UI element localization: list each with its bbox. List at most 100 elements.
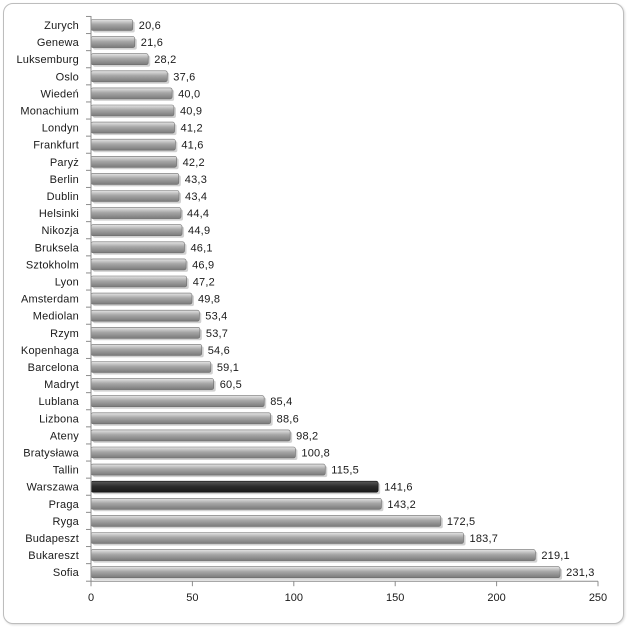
value-label: 43,3 [185, 174, 207, 186]
labels-layer: Zurych 20,6 Genewa 21,6 Luksemburg 28,2 Oslo 37… [16, 20, 594, 579]
value-label: 53,4 [205, 311, 227, 323]
bar-lublana [90, 395, 265, 408]
value-label: 100,8 [301, 448, 330, 460]
category-label: Warszawa [26, 482, 79, 494]
bar-bratysława [90, 446, 296, 459]
category-label: Praga [49, 499, 80, 511]
value-label: 85,4 [270, 396, 292, 408]
category-label: Amsterdam [21, 294, 79, 306]
value-label: 20,6 [139, 20, 161, 32]
value-label: 21,6 [141, 37, 163, 49]
category-label: Mediolan [33, 311, 79, 323]
bar-barcelona [90, 361, 212, 373]
value-label: 88,6 [277, 413, 299, 425]
value-label: 42,2 [183, 157, 205, 169]
bar-zurych [90, 19, 134, 31]
category-label: Madryt [44, 379, 79, 391]
category-label: Wiedeń [41, 88, 80, 100]
bar-sofia [90, 566, 561, 579]
bar-warszawa [90, 480, 379, 493]
bar-sztokholm [90, 258, 187, 271]
value-label: 40,0 [178, 88, 200, 100]
category-label: Lizbona [39, 413, 80, 425]
bar-helsinki [90, 207, 182, 219]
category-label: Londyn [42, 123, 79, 135]
bar-oslo [90, 70, 168, 83]
value-label: 44,4 [187, 208, 209, 220]
category-label: Kopenhaga [21, 345, 80, 357]
bar-tallin [90, 463, 326, 476]
category-label: Sofia [53, 567, 80, 579]
value-label: 98,2 [296, 430, 318, 442]
bar-luksemburg [90, 53, 149, 66]
bar-nikozja [90, 224, 183, 236]
category-label: Barcelona [28, 362, 80, 374]
value-label: 141,6 [384, 482, 413, 494]
value-label: 49,8 [198, 294, 220, 306]
bar-ryga [90, 515, 442, 527]
bar-madryt [90, 378, 214, 390]
category-label: Frankfurt [33, 140, 79, 152]
bar-lizbona [90, 412, 271, 425]
category-label: Helsinki [39, 208, 79, 220]
value-label: 43,4 [185, 191, 207, 203]
bar-praga [90, 497, 382, 510]
category-label: Monachium [20, 106, 79, 118]
bar-frankfurt [90, 138, 176, 151]
x-tick-label: 200 [487, 592, 505, 604]
value-label: 219,1 [541, 550, 570, 562]
value-label: 54,6 [208, 345, 230, 357]
bar-rzym [90, 326, 201, 339]
bar-dublin [90, 190, 180, 202]
bar-paryż [90, 156, 177, 168]
category-label: Berlin [50, 174, 79, 186]
x-tick-label: 250 [589, 592, 607, 604]
x-tick-label: 50 [186, 592, 198, 604]
value-label: 46,9 [192, 259, 214, 271]
value-label: 47,2 [193, 277, 215, 289]
bar-lyon [90, 275, 188, 288]
x-tick-label: 100 [285, 592, 303, 604]
axes-layer: 0 50 100 150 200 250 [86, 15, 607, 604]
value-label: 172,5 [447, 516, 476, 528]
value-label: 143,2 [387, 499, 416, 511]
category-label: Zurych [44, 20, 79, 32]
bar-amsterdam [90, 292, 193, 305]
bar-londyn [90, 121, 175, 134]
bar-bukareszt [90, 549, 536, 561]
value-label: 115,5 [331, 465, 359, 477]
category-label: Ateny [50, 430, 79, 442]
bar-berlin [90, 173, 180, 185]
category-label: Oslo [56, 71, 79, 83]
category-label: Paryż [50, 157, 79, 169]
value-label: 46,1 [190, 242, 212, 254]
category-label: Rzym [50, 328, 79, 340]
category-label: Luksemburg [16, 54, 79, 66]
x-tick-label: 150 [386, 592, 404, 604]
value-label: 183,7 [470, 533, 499, 545]
category-label: Dublin [47, 191, 79, 203]
value-label: 231,3 [566, 567, 595, 579]
bar-bruksela [90, 241, 185, 254]
category-label: Genewa [37, 37, 80, 49]
category-label: Nikozja [42, 225, 80, 237]
bars-layer [90, 19, 563, 580]
bar-wiedeń [90, 87, 173, 100]
value-label: 40,9 [180, 106, 202, 118]
bar-ateny [90, 429, 291, 442]
bar-budapeszt [90, 532, 464, 544]
value-label: 37,6 [173, 71, 195, 83]
category-label: Bukareszt [28, 550, 79, 562]
bar-mediolan [90, 309, 200, 322]
value-label: 53,7 [206, 328, 228, 340]
x-tick-label: 0 [88, 592, 94, 604]
value-label: 28,2 [154, 54, 176, 66]
category-label: Bratysława [23, 448, 79, 460]
value-label: 44,9 [188, 225, 210, 237]
bar-monachium [90, 104, 175, 117]
bar-genewa [90, 36, 136, 48]
category-label: Sztokholm [26, 259, 79, 271]
value-label: 41,6 [181, 140, 203, 152]
value-label: 59,1 [217, 362, 239, 374]
